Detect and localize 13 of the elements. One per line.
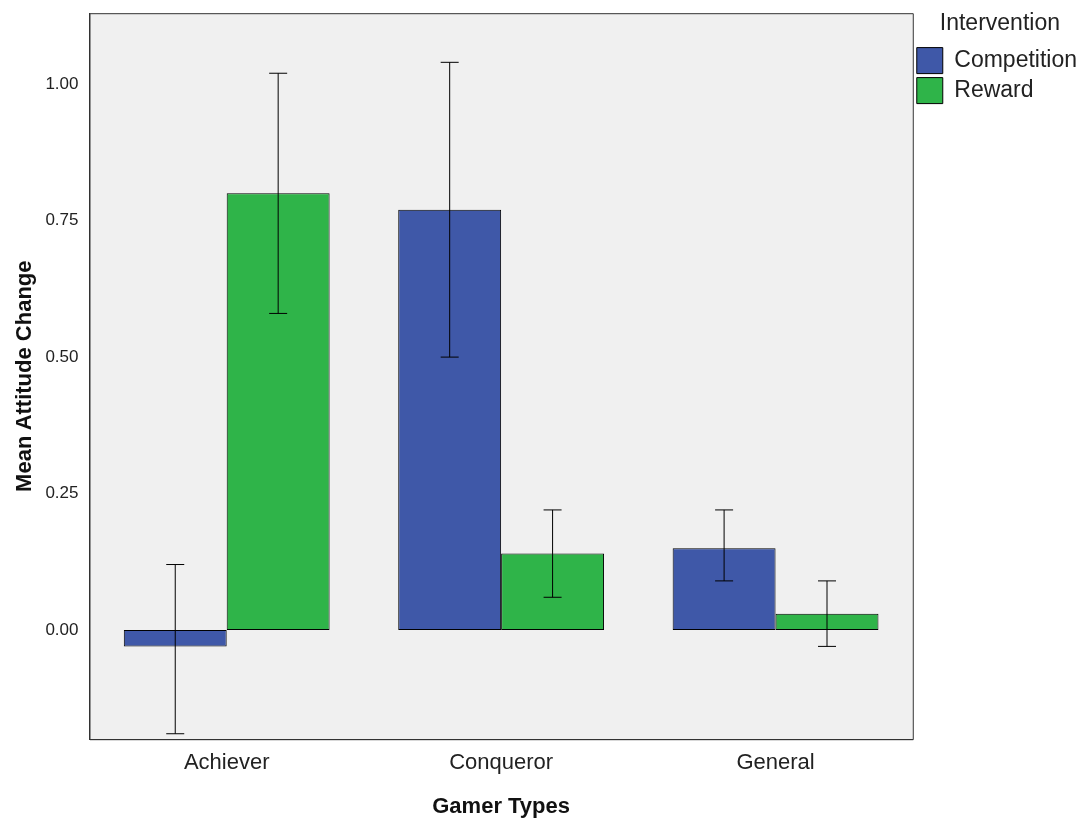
y-tick-label: 0.00 — [45, 619, 79, 639]
x-axis-title: Gamer Types — [432, 792, 571, 818]
y-tick-label: 0.50 — [45, 346, 79, 366]
y-axis-title: Mean Attitude Change — [11, 260, 37, 492]
legend-label: Competition — [954, 45, 1078, 72]
legend-title: Intervention — [939, 8, 1060, 35]
x-tick-label: Conqueror — [449, 749, 554, 775]
y-tick-label: 1.00 — [45, 73, 79, 93]
y-tick-label: 0.75 — [45, 210, 79, 230]
y-tick-label: 0.25 — [45, 483, 79, 503]
x-tick-label: Achiever — [183, 749, 270, 775]
legend-label: Reward — [954, 75, 1034, 102]
x-tick-label: General — [736, 749, 815, 775]
